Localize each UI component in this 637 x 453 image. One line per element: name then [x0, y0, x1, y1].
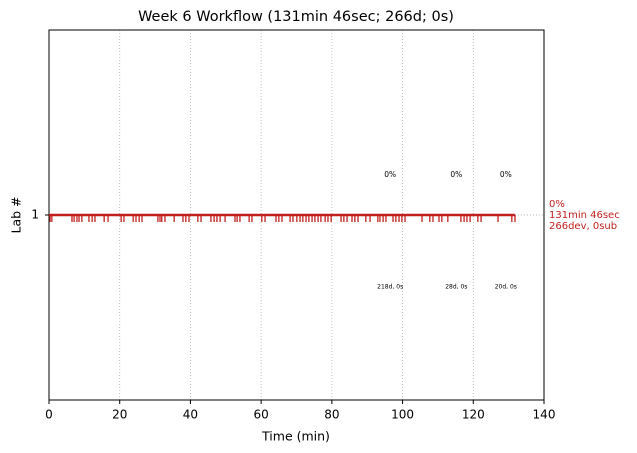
x-tick-label: 0: [45, 408, 53, 422]
y-axis-label: Lab #: [9, 196, 24, 233]
x-tick-label: 60: [254, 408, 269, 422]
segment-percent: 0%: [450, 170, 462, 179]
summary-line: 0%: [549, 199, 565, 210]
segment-percent: 0%: [384, 170, 396, 179]
x-tick-label: 120: [462, 408, 485, 422]
y-tick-label: 1: [31, 208, 39, 222]
summary-line: 266dev, 0sub: [549, 221, 617, 232]
x-tick-label: 20: [112, 408, 127, 422]
x-tick-label: 80: [324, 408, 339, 422]
segment-percent: 0%: [500, 170, 512, 179]
segment-label: 28d, 0s: [445, 284, 467, 291]
segment-label: 218d, 0s: [377, 284, 403, 291]
x-tick-label: 40: [183, 408, 198, 422]
chart-title: Week 6 Workflow (131min 46sec; 266d; 0s): [138, 9, 454, 25]
x-axis-label: Time (min): [261, 429, 330, 444]
segment-label: 20d, 0s: [495, 284, 517, 291]
x-tick-label: 100: [391, 408, 414, 422]
x-tick-label: 140: [533, 408, 556, 422]
summary-line: 131min 46sec: [549, 210, 620, 221]
